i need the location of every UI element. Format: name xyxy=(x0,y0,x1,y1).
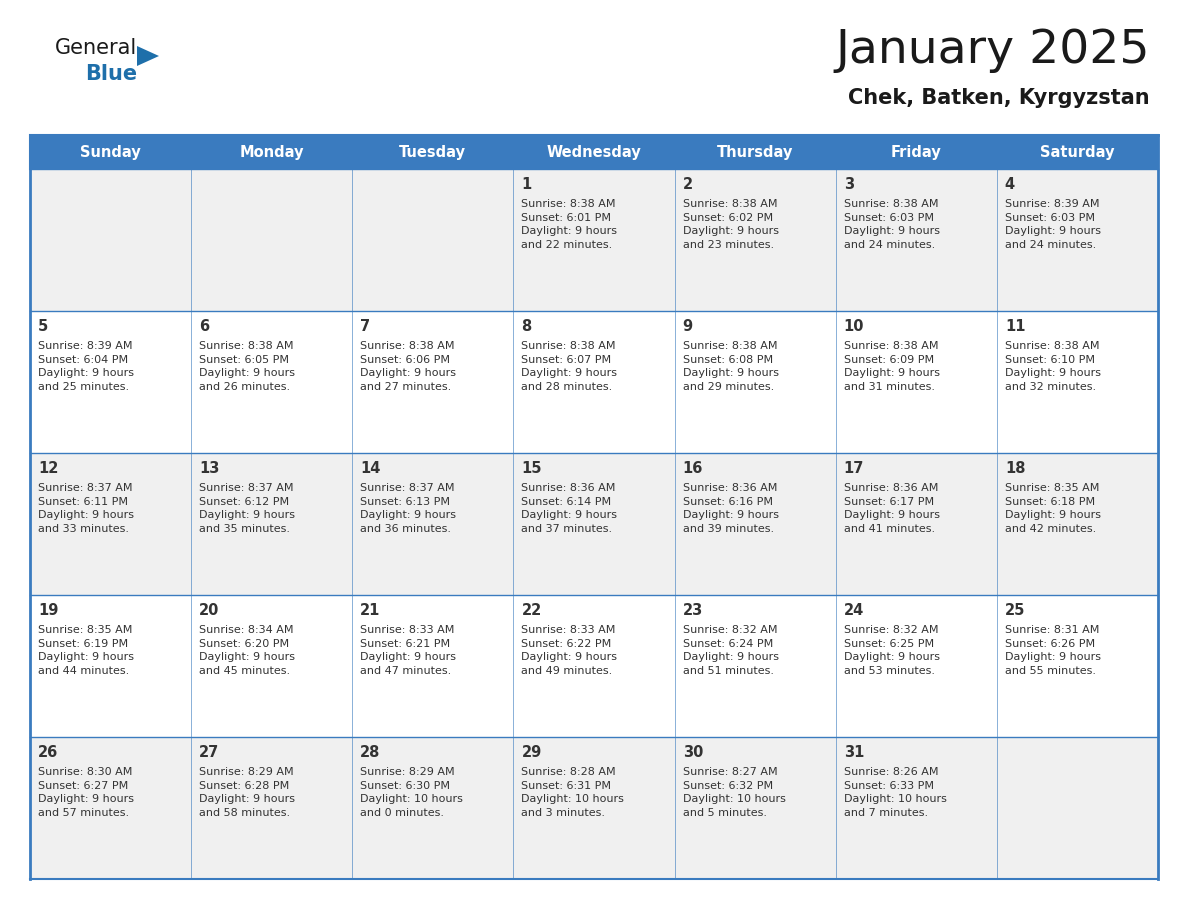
Text: Sunrise: 8:31 AM
Sunset: 6:26 PM
Daylight: 9 hours
and 55 minutes.: Sunrise: 8:31 AM Sunset: 6:26 PM Dayligh… xyxy=(1005,625,1101,676)
Text: January 2025: January 2025 xyxy=(835,28,1150,73)
Text: 27: 27 xyxy=(200,745,220,760)
Text: Sunrise: 8:38 AM
Sunset: 6:07 PM
Daylight: 9 hours
and 28 minutes.: Sunrise: 8:38 AM Sunset: 6:07 PM Dayligh… xyxy=(522,341,618,392)
Text: Sunrise: 8:38 AM
Sunset: 6:03 PM
Daylight: 9 hours
and 24 minutes.: Sunrise: 8:38 AM Sunset: 6:03 PM Dayligh… xyxy=(843,199,940,250)
Text: Sunrise: 8:32 AM
Sunset: 6:24 PM
Daylight: 9 hours
and 51 minutes.: Sunrise: 8:32 AM Sunset: 6:24 PM Dayligh… xyxy=(683,625,778,676)
Text: Sunrise: 8:36 AM
Sunset: 6:14 PM
Daylight: 9 hours
and 37 minutes.: Sunrise: 8:36 AM Sunset: 6:14 PM Dayligh… xyxy=(522,483,618,533)
Text: Wednesday: Wednesday xyxy=(546,144,642,160)
Bar xyxy=(513,135,675,169)
Text: Blue: Blue xyxy=(86,64,137,84)
Bar xyxy=(30,595,1158,737)
Bar xyxy=(353,135,513,169)
Text: Monday: Monday xyxy=(240,144,304,160)
Text: Sunrise: 8:37 AM
Sunset: 6:13 PM
Daylight: 9 hours
and 36 minutes.: Sunrise: 8:37 AM Sunset: 6:13 PM Dayligh… xyxy=(360,483,456,533)
Text: Sunrise: 8:36 AM
Sunset: 6:16 PM
Daylight: 9 hours
and 39 minutes.: Sunrise: 8:36 AM Sunset: 6:16 PM Dayligh… xyxy=(683,483,778,533)
Text: Sunrise: 8:29 AM
Sunset: 6:30 PM
Daylight: 10 hours
and 0 minutes.: Sunrise: 8:29 AM Sunset: 6:30 PM Dayligh… xyxy=(360,767,463,818)
Text: Sunrise: 8:38 AM
Sunset: 6:09 PM
Daylight: 9 hours
and 31 minutes.: Sunrise: 8:38 AM Sunset: 6:09 PM Dayligh… xyxy=(843,341,940,392)
Text: 19: 19 xyxy=(38,603,58,618)
Polygon shape xyxy=(137,46,159,66)
Bar xyxy=(835,135,997,169)
Bar xyxy=(30,135,1158,169)
Text: Saturday: Saturday xyxy=(1041,144,1114,160)
Text: 3: 3 xyxy=(843,177,854,192)
Text: Sunrise: 8:33 AM
Sunset: 6:22 PM
Daylight: 9 hours
and 49 minutes.: Sunrise: 8:33 AM Sunset: 6:22 PM Dayligh… xyxy=(522,625,618,676)
Text: Sunrise: 8:26 AM
Sunset: 6:33 PM
Daylight: 10 hours
and 7 minutes.: Sunrise: 8:26 AM Sunset: 6:33 PM Dayligh… xyxy=(843,767,947,818)
Text: 10: 10 xyxy=(843,319,864,334)
Text: Sunrise: 8:38 AM
Sunset: 6:02 PM
Daylight: 9 hours
and 23 minutes.: Sunrise: 8:38 AM Sunset: 6:02 PM Dayligh… xyxy=(683,199,778,250)
Text: 24: 24 xyxy=(843,603,864,618)
Text: Sunrise: 8:36 AM
Sunset: 6:17 PM
Daylight: 9 hours
and 41 minutes.: Sunrise: 8:36 AM Sunset: 6:17 PM Dayligh… xyxy=(843,483,940,533)
Text: Friday: Friday xyxy=(891,144,942,160)
Text: 22: 22 xyxy=(522,603,542,618)
Text: Sunrise: 8:38 AM
Sunset: 6:05 PM
Daylight: 9 hours
and 26 minutes.: Sunrise: 8:38 AM Sunset: 6:05 PM Dayligh… xyxy=(200,341,295,392)
Text: 25: 25 xyxy=(1005,603,1025,618)
Text: 13: 13 xyxy=(200,461,220,476)
Text: Sunrise: 8:27 AM
Sunset: 6:32 PM
Daylight: 10 hours
and 5 minutes.: Sunrise: 8:27 AM Sunset: 6:32 PM Dayligh… xyxy=(683,767,785,818)
Text: 12: 12 xyxy=(38,461,58,476)
Text: Sunrise: 8:38 AM
Sunset: 6:08 PM
Daylight: 9 hours
and 29 minutes.: Sunrise: 8:38 AM Sunset: 6:08 PM Dayligh… xyxy=(683,341,778,392)
Text: 14: 14 xyxy=(360,461,380,476)
Text: 1: 1 xyxy=(522,177,532,192)
Text: Tuesday: Tuesday xyxy=(399,144,467,160)
Text: General: General xyxy=(55,38,138,58)
Bar xyxy=(30,737,1158,879)
Text: 31: 31 xyxy=(843,745,864,760)
Text: 23: 23 xyxy=(683,603,703,618)
Text: 11: 11 xyxy=(1005,319,1025,334)
Text: Sunrise: 8:34 AM
Sunset: 6:20 PM
Daylight: 9 hours
and 45 minutes.: Sunrise: 8:34 AM Sunset: 6:20 PM Dayligh… xyxy=(200,625,295,676)
Text: 9: 9 xyxy=(683,319,693,334)
Bar xyxy=(30,453,1158,595)
Text: Sunrise: 8:38 AM
Sunset: 6:10 PM
Daylight: 9 hours
and 32 minutes.: Sunrise: 8:38 AM Sunset: 6:10 PM Dayligh… xyxy=(1005,341,1101,392)
Text: Sunrise: 8:30 AM
Sunset: 6:27 PM
Daylight: 9 hours
and 57 minutes.: Sunrise: 8:30 AM Sunset: 6:27 PM Dayligh… xyxy=(38,767,134,818)
Text: Sunrise: 8:32 AM
Sunset: 6:25 PM
Daylight: 9 hours
and 53 minutes.: Sunrise: 8:32 AM Sunset: 6:25 PM Dayligh… xyxy=(843,625,940,676)
Bar xyxy=(30,311,1158,453)
Text: 20: 20 xyxy=(200,603,220,618)
Bar xyxy=(30,135,191,169)
Text: Sunrise: 8:39 AM
Sunset: 6:04 PM
Daylight: 9 hours
and 25 minutes.: Sunrise: 8:39 AM Sunset: 6:04 PM Dayligh… xyxy=(38,341,134,392)
Bar xyxy=(675,135,835,169)
Text: 29: 29 xyxy=(522,745,542,760)
Text: 16: 16 xyxy=(683,461,703,476)
Text: 4: 4 xyxy=(1005,177,1015,192)
Text: 17: 17 xyxy=(843,461,864,476)
Bar xyxy=(30,169,1158,311)
Text: Sunrise: 8:37 AM
Sunset: 6:12 PM
Daylight: 9 hours
and 35 minutes.: Sunrise: 8:37 AM Sunset: 6:12 PM Dayligh… xyxy=(200,483,295,533)
Text: 18: 18 xyxy=(1005,461,1025,476)
Text: Sunrise: 8:33 AM
Sunset: 6:21 PM
Daylight: 9 hours
and 47 minutes.: Sunrise: 8:33 AM Sunset: 6:21 PM Dayligh… xyxy=(360,625,456,676)
Text: 5: 5 xyxy=(38,319,49,334)
Text: 7: 7 xyxy=(360,319,371,334)
Bar xyxy=(997,135,1158,169)
Text: Sunrise: 8:28 AM
Sunset: 6:31 PM
Daylight: 10 hours
and 3 minutes.: Sunrise: 8:28 AM Sunset: 6:31 PM Dayligh… xyxy=(522,767,625,818)
Text: 6: 6 xyxy=(200,319,209,334)
Text: Sunrise: 8:35 AM
Sunset: 6:19 PM
Daylight: 9 hours
and 44 minutes.: Sunrise: 8:35 AM Sunset: 6:19 PM Dayligh… xyxy=(38,625,134,676)
Text: 21: 21 xyxy=(360,603,380,618)
Text: Chek, Batken, Kyrgyzstan: Chek, Batken, Kyrgyzstan xyxy=(848,88,1150,108)
Text: Sunrise: 8:38 AM
Sunset: 6:01 PM
Daylight: 9 hours
and 22 minutes.: Sunrise: 8:38 AM Sunset: 6:01 PM Dayligh… xyxy=(522,199,618,250)
Text: Sunday: Sunday xyxy=(81,144,141,160)
Text: Sunrise: 8:39 AM
Sunset: 6:03 PM
Daylight: 9 hours
and 24 minutes.: Sunrise: 8:39 AM Sunset: 6:03 PM Dayligh… xyxy=(1005,199,1101,250)
Text: Sunrise: 8:38 AM
Sunset: 6:06 PM
Daylight: 9 hours
and 27 minutes.: Sunrise: 8:38 AM Sunset: 6:06 PM Dayligh… xyxy=(360,341,456,392)
Text: Sunrise: 8:37 AM
Sunset: 6:11 PM
Daylight: 9 hours
and 33 minutes.: Sunrise: 8:37 AM Sunset: 6:11 PM Dayligh… xyxy=(38,483,134,533)
Text: 30: 30 xyxy=(683,745,703,760)
Text: 15: 15 xyxy=(522,461,542,476)
Text: Sunrise: 8:29 AM
Sunset: 6:28 PM
Daylight: 9 hours
and 58 minutes.: Sunrise: 8:29 AM Sunset: 6:28 PM Dayligh… xyxy=(200,767,295,818)
Text: 8: 8 xyxy=(522,319,532,334)
Bar xyxy=(191,135,353,169)
Text: Thursday: Thursday xyxy=(716,144,794,160)
Text: Sunrise: 8:35 AM
Sunset: 6:18 PM
Daylight: 9 hours
and 42 minutes.: Sunrise: 8:35 AM Sunset: 6:18 PM Dayligh… xyxy=(1005,483,1101,533)
Text: 2: 2 xyxy=(683,177,693,192)
Text: 28: 28 xyxy=(360,745,380,760)
Text: 26: 26 xyxy=(38,745,58,760)
